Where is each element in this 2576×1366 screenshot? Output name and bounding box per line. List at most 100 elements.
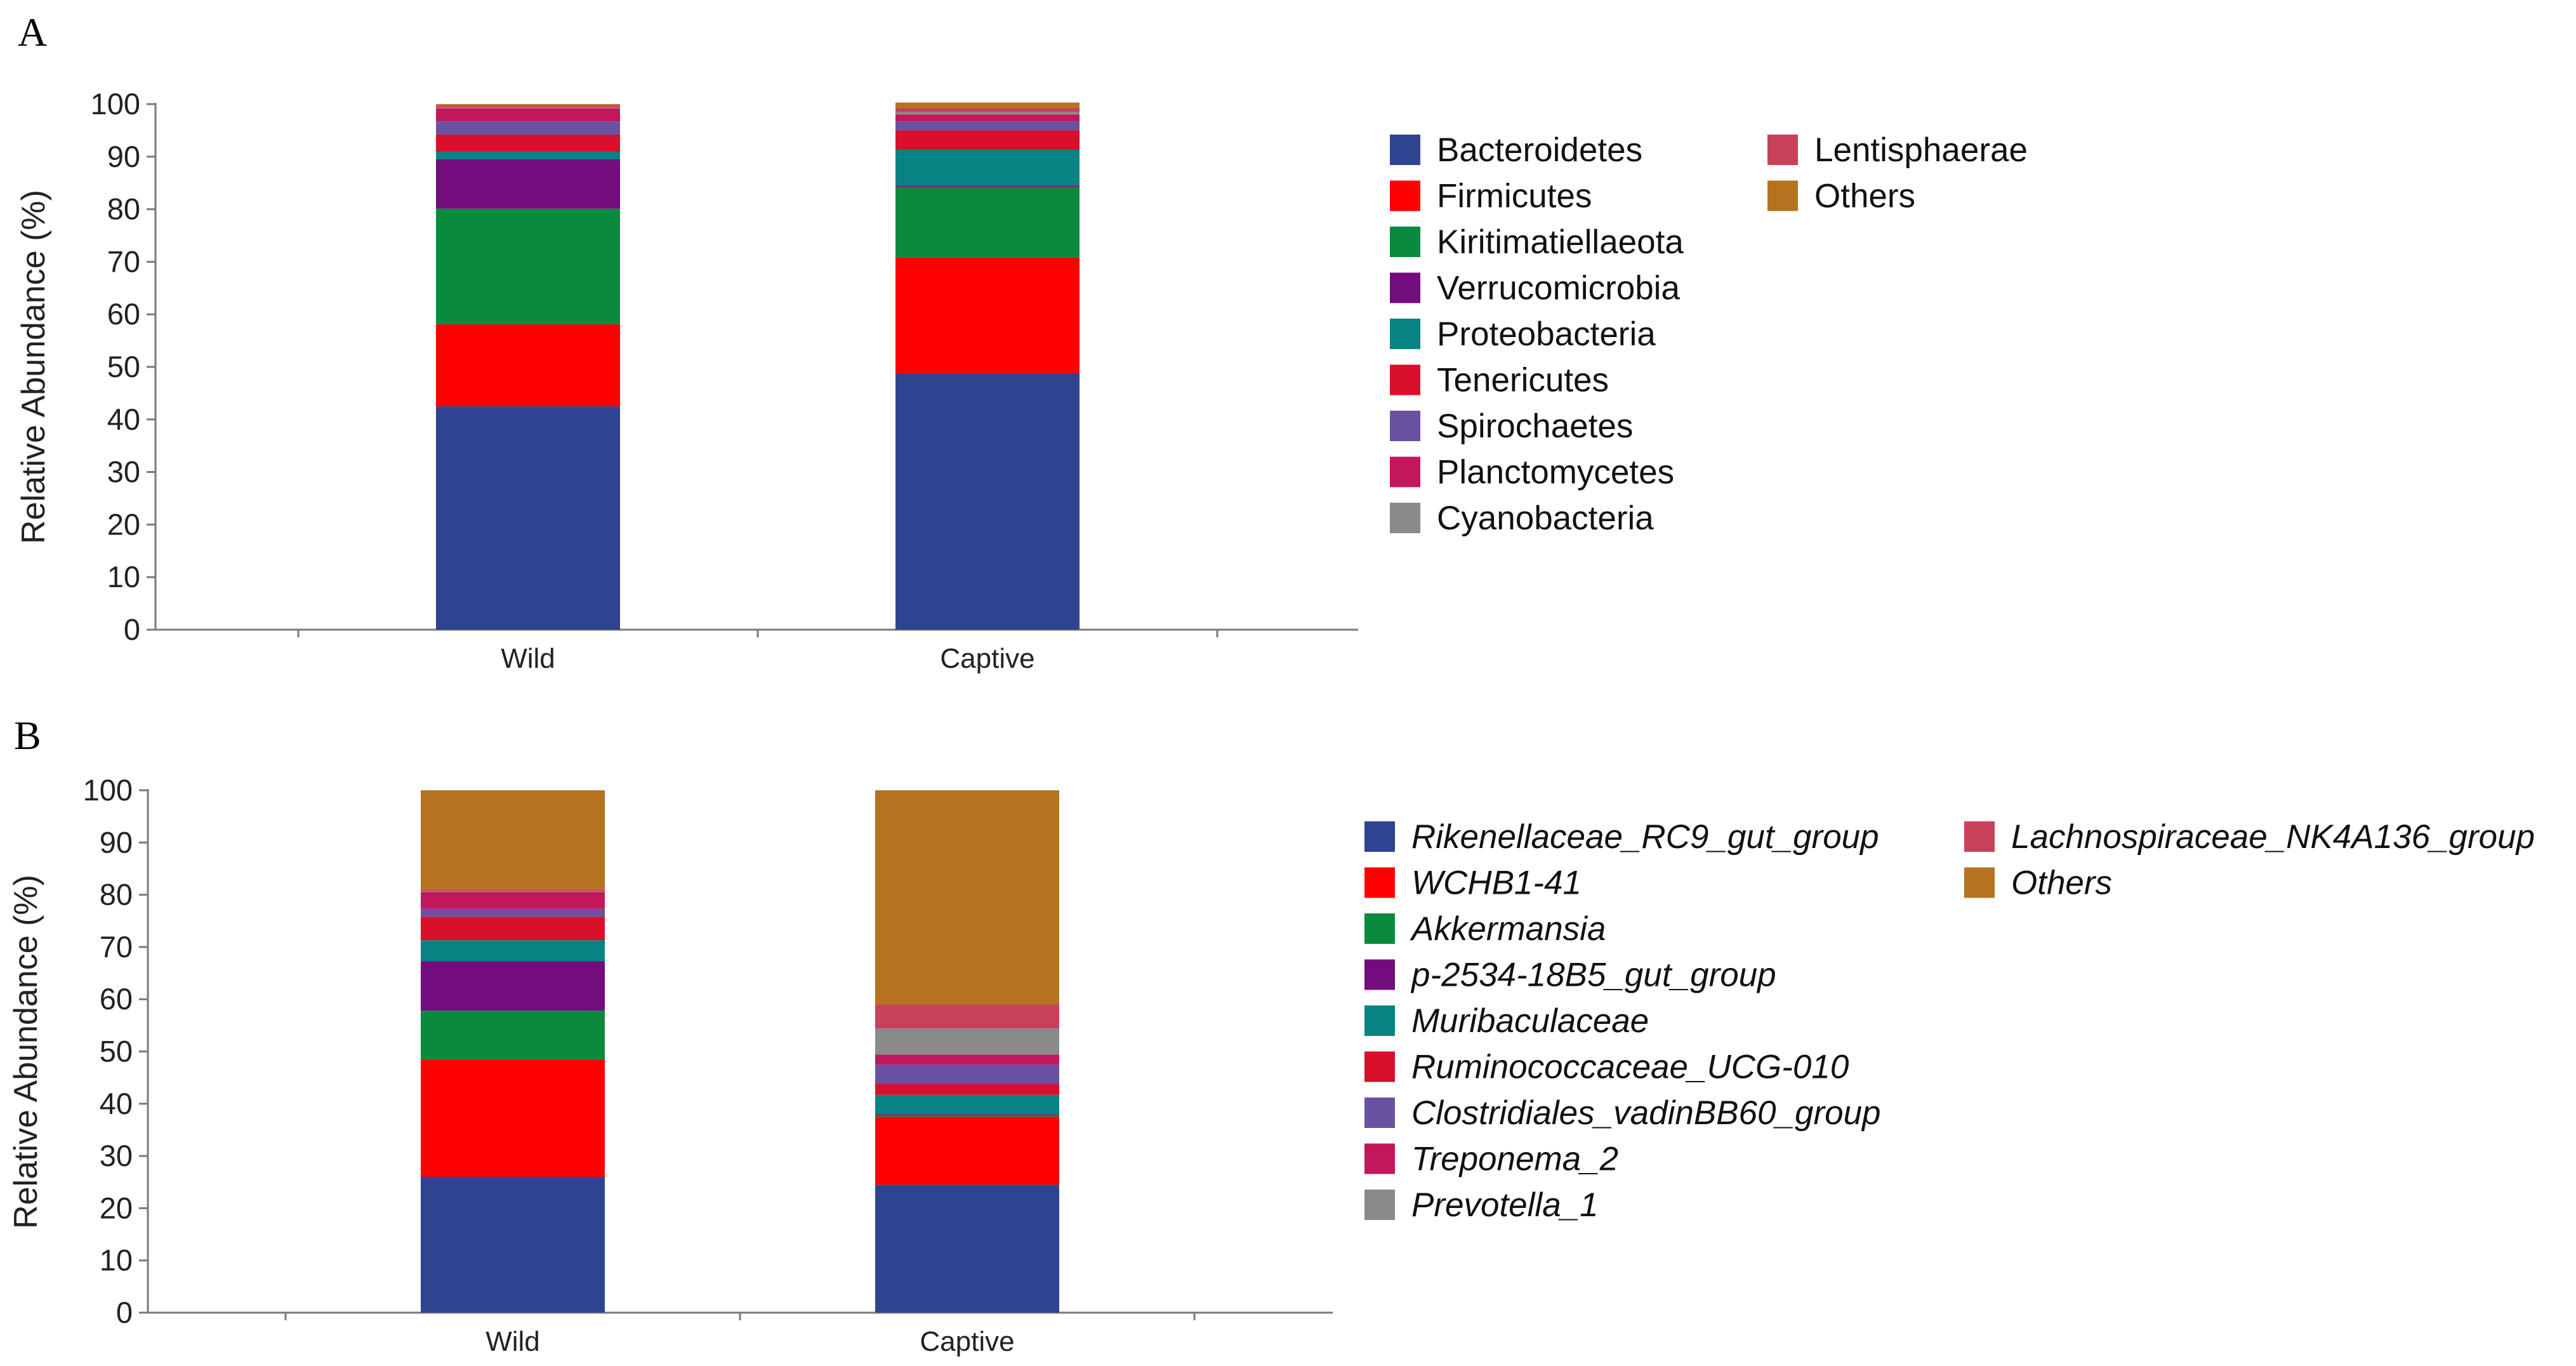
legend-entry: Akkermansia [1410, 910, 1606, 948]
legend-entry: Proteobacteria [1437, 315, 1656, 353]
legend-swatch [1364, 1143, 1395, 1174]
legend-entry: Lentisphaerae [1814, 131, 2028, 169]
y-tick-label: 50 [100, 1035, 133, 1068]
y-tick-label: 70 [100, 930, 133, 964]
legend-swatch [1364, 913, 1395, 944]
legend-entry: Treponema_2 [1411, 1141, 1618, 1178]
legend-swatch [1390, 364, 1420, 395]
bar-segment-wild-10 [421, 790, 605, 890]
legend-entry: Ruminococcaceae_UCG-010 [1411, 1049, 1849, 1086]
legend-swatch [1390, 319, 1420, 349]
bar-segment-wild-5 [436, 135, 620, 152]
bar-segment-captive-9 [875, 1004, 1059, 1029]
y-axis-title: Relative Abundance (%) [15, 190, 52, 544]
legend-entry: Cyanobacteria [1437, 500, 1654, 537]
legend-entry: Others [1814, 178, 1915, 215]
bar-segment-captive-0 [895, 373, 1080, 630]
bar-segment-captive-10 [895, 102, 1080, 108]
bar-segment-wild-0 [421, 1177, 605, 1313]
legend-entry: Prevotella_1 [1411, 1186, 1599, 1224]
y-tick-label: 10 [100, 1243, 133, 1277]
legend-swatch [1364, 1051, 1395, 1082]
legend-swatch [1364, 1005, 1395, 1036]
y-tick-label: 40 [107, 402, 140, 436]
legend-swatch [1964, 821, 1995, 852]
bar-segment-wild-4 [436, 151, 620, 159]
y-tick-label: 30 [100, 1139, 133, 1172]
bar-segment-captive-6 [875, 1064, 1059, 1084]
bar-segment-captive-0 [875, 1184, 1059, 1313]
y-tick-label: 90 [107, 140, 140, 173]
bar-segment-wild-4 [421, 940, 605, 962]
bar-segment-captive-4 [875, 1094, 1059, 1115]
legend-entry: p-2534-18B5_gut_group [1410, 957, 1776, 994]
y-tick-label: 80 [100, 878, 133, 912]
y-tick-label: 80 [107, 192, 140, 226]
legend-swatch [1364, 1190, 1395, 1220]
bar-segment-captive-2 [875, 1115, 1059, 1117]
y-tick-label: 40 [100, 1087, 133, 1120]
bar-segment-wild-3 [421, 961, 605, 1011]
bar-segment-wild-10 [436, 104, 620, 106]
bar-segment-captive-3 [895, 185, 1080, 187]
bar-segment-captive-4 [895, 150, 1080, 186]
bar-segment-wild-8 [436, 107, 620, 109]
bar-segment-wild-3 [436, 159, 620, 209]
legend-swatch [1364, 959, 1395, 990]
legend-swatch [1964, 867, 1995, 898]
panel-label: B [14, 713, 41, 758]
bar-segment-wild-0 [436, 406, 620, 630]
y-tick-label: 10 [107, 560, 140, 593]
y-tick-label: 0 [116, 1296, 133, 1329]
legend-swatch [1390, 227, 1420, 257]
y-tick-label: 20 [100, 1191, 133, 1224]
legend-entry: Firmicutes [1437, 178, 1592, 215]
bar-segment-captive-7 [875, 1054, 1059, 1065]
bar-segment-captive-1 [895, 257, 1080, 373]
bar-segment-wild-8 [421, 891, 605, 892]
legend-swatch [1364, 867, 1395, 898]
y-tick-label: 100 [83, 773, 133, 807]
bar-segment-captive-1 [875, 1117, 1059, 1185]
y-tick-label: 60 [100, 982, 133, 1016]
legend-entry: Spirochaetes [1437, 408, 1633, 445]
legend-swatch [1364, 1097, 1395, 1128]
legend-swatch [1390, 503, 1420, 533]
legend-entry: Muribaculaceae [1411, 1002, 1649, 1040]
bar-segment-wild-2 [436, 208, 620, 324]
y-tick-label: 100 [91, 87, 140, 121]
y-tick-label: 20 [107, 507, 140, 541]
legend-swatch [1364, 821, 1395, 852]
legend-entry: Tenericutes [1437, 362, 1609, 399]
panel-label: A [18, 10, 47, 55]
bar-segment-captive-10 [875, 790, 1059, 1005]
legend-swatch [1390, 180, 1420, 211]
legend-entry: WCHB1-41 [1411, 865, 1582, 902]
bar-segment-wild-7 [436, 108, 620, 122]
bar-segment-wild-9 [436, 105, 620, 107]
legend-entry: Kiritimatiellaeota [1437, 223, 1684, 261]
bar-segment-captive-5 [875, 1084, 1059, 1095]
bar-segment-wild-1 [421, 1059, 605, 1177]
y-tick-label: 0 [124, 613, 140, 646]
legend-swatch [1390, 135, 1420, 165]
bar-segment-wild-2 [421, 1011, 605, 1059]
bar-segment-captive-7 [895, 114, 1080, 122]
y-tick-label: 50 [107, 350, 140, 383]
bar-segment-captive-6 [895, 121, 1080, 131]
y-tick-label: 90 [100, 825, 133, 859]
bar-segment-captive-8 [895, 112, 1080, 115]
legend-swatch [1390, 272, 1420, 303]
x-category-label: Captive [940, 643, 1034, 674]
bar-segment-wild-5 [421, 917, 605, 941]
legend-entry: Clostridiales_vadinBB60_group [1411, 1094, 1881, 1132]
legend-entry: Verrucomicrobia [1437, 270, 1680, 307]
y-axis-title: Relative Abundance (%) [8, 875, 44, 1229]
legend-entry: Planctomycetes [1437, 454, 1674, 491]
bar-segment-wild-6 [421, 908, 605, 917]
legend-entry: Rikenellaceae_RC9_gut_group [1411, 818, 1879, 856]
bar-segment-captive-3 [875, 1114, 1059, 1115]
bar-segment-captive-9 [895, 107, 1080, 112]
bar-segment-captive-5 [895, 130, 1080, 150]
